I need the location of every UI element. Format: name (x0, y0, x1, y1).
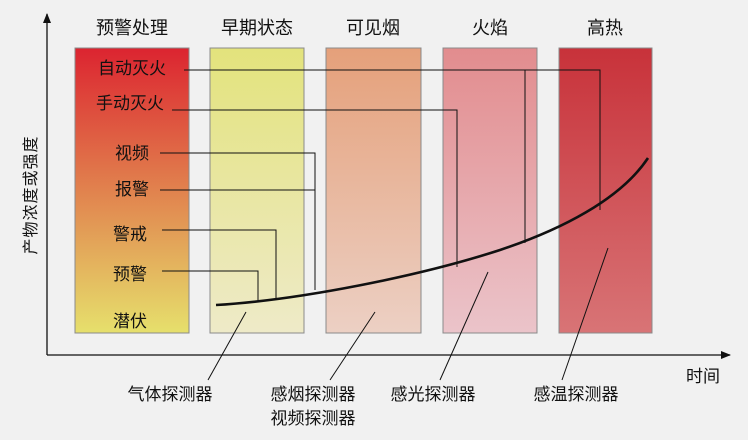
leader-alert (162, 229, 277, 298)
detector-light: 感光探测器 (391, 385, 476, 405)
level-prealarm: 预警 (113, 265, 147, 285)
detector-video: 视频探测器 (271, 409, 356, 429)
detector-gas: 气体探测器 (128, 385, 213, 405)
level-manual-extinguish: 手动灭火 (96, 94, 164, 114)
stage-title-early: 早期状态 (221, 18, 293, 39)
level-auto-extinguish: 自动灭火 (98, 59, 166, 79)
leader-manual-extinguish (172, 109, 458, 267)
x-axis-label: 时间 (686, 367, 720, 387)
detector-smoke: 感烟探测器 (271, 385, 356, 405)
level-alert: 警戒 (113, 225, 147, 245)
pointer-smoke-detector (329, 311, 376, 381)
stage-box-smoke (325, 47, 422, 334)
stage-title-heat: 高热 (587, 18, 623, 39)
stage-title-flame: 火焰 (472, 18, 508, 39)
stage-title-smoke: 可见烟 (346, 18, 400, 39)
leader-auto-extinguish (184, 69, 601, 210)
detector-heat: 感温探测器 (534, 385, 619, 405)
level-alarm: 报警 (115, 180, 149, 200)
pointer-heat-detector (561, 247, 609, 381)
stage-box-heat (558, 47, 653, 334)
leader-prealarm (162, 270, 259, 302)
stage-box-flame (442, 47, 538, 334)
level-video: 视频 (115, 144, 149, 164)
leader-video (160, 152, 316, 290)
stage-title-response: 预警处理 (96, 18, 168, 39)
y-axis-label: 产物浓度或强度 (21, 135, 40, 254)
level-latent: 潜伏 (113, 312, 147, 332)
pointer-gas-detector (207, 311, 247, 381)
pointer-light-detector (439, 271, 489, 381)
fire-growth-curve (215, 157, 650, 307)
